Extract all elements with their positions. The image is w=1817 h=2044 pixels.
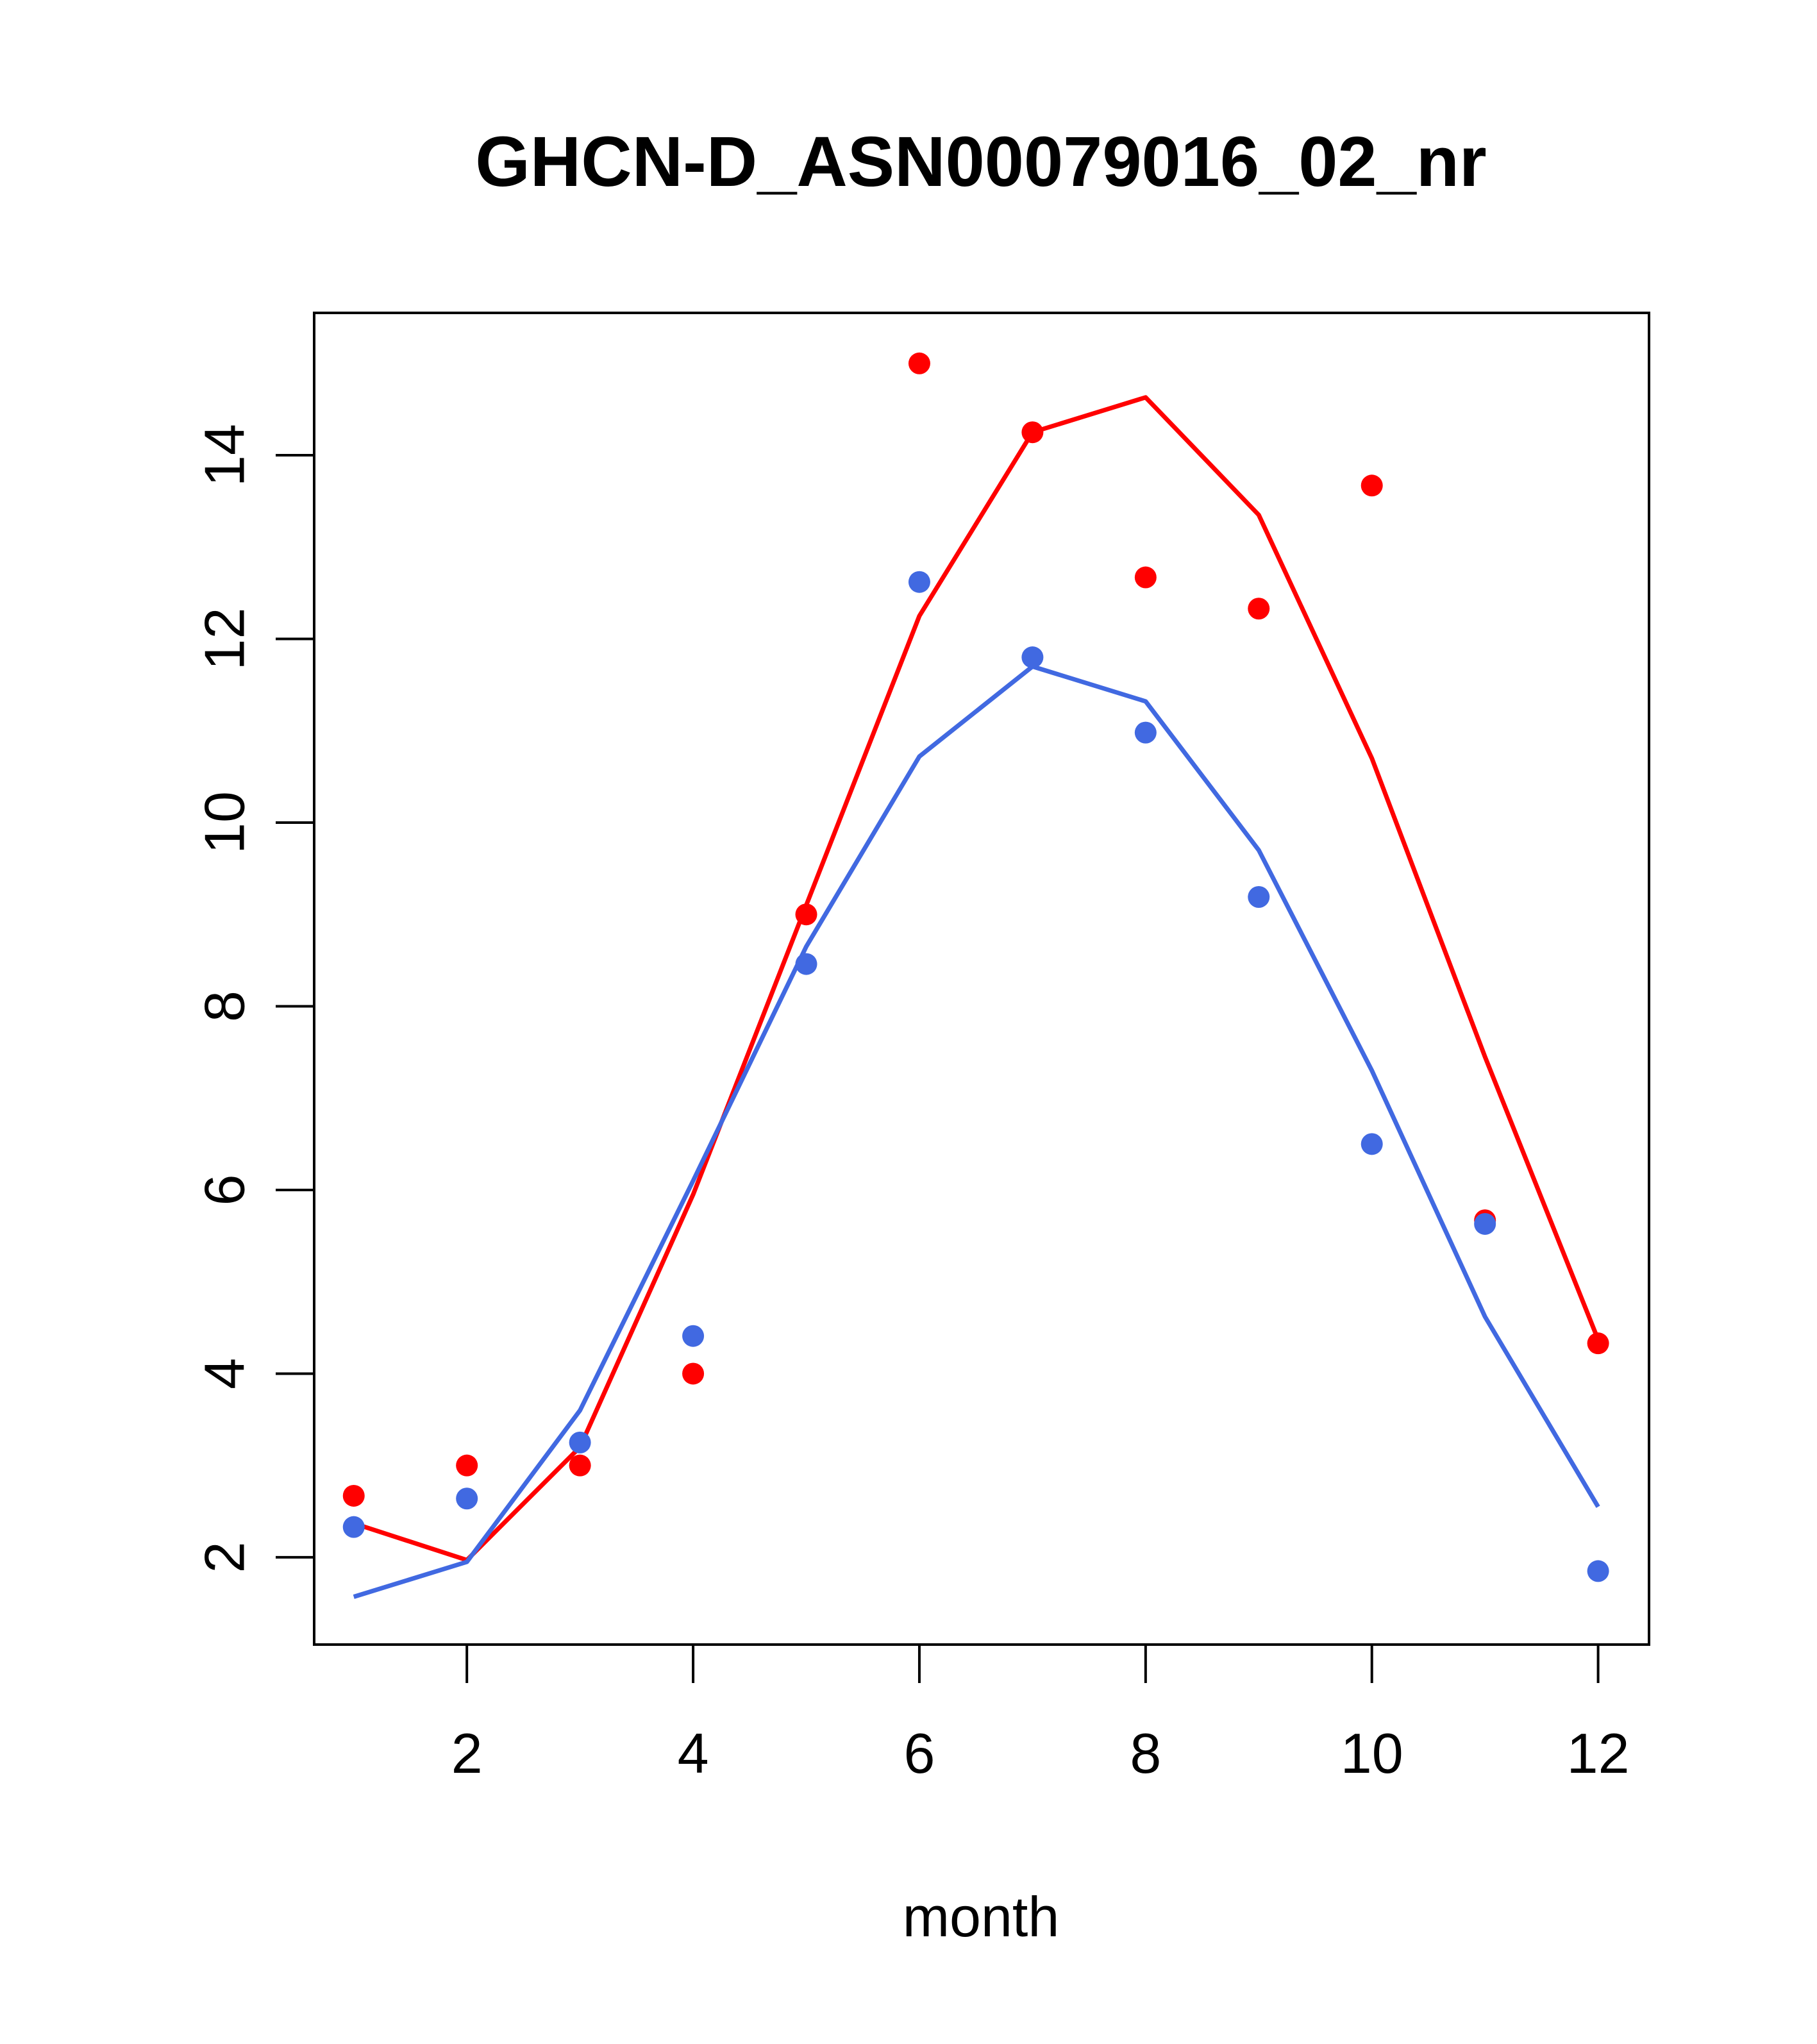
data-point <box>1587 1332 1609 1355</box>
data-point <box>1361 474 1383 497</box>
data-point <box>1361 1133 1383 1155</box>
data-point <box>569 1454 591 1477</box>
data-point <box>908 571 930 593</box>
y-tick-label: 8 <box>193 991 256 1022</box>
data-point <box>1134 721 1157 744</box>
y-tick-label: 6 <box>193 1174 256 1205</box>
x-tick-label: 12 <box>1567 1721 1630 1785</box>
data-point <box>795 903 817 926</box>
data-point <box>1021 646 1044 669</box>
x-tick-label: 2 <box>451 1721 483 1785</box>
series-2 <box>342 571 1609 1599</box>
data-point <box>1587 1560 1609 1582</box>
x-axis-label: month <box>903 1885 1060 1948</box>
y-tick-label: 2 <box>193 1541 256 1573</box>
series-line <box>353 664 1600 1599</box>
x-tick-label: 10 <box>1341 1721 1403 1785</box>
data-point <box>342 1516 365 1538</box>
x-tick-label: 8 <box>1130 1721 1161 1785</box>
data-point <box>1248 886 1270 909</box>
data-point <box>795 953 817 975</box>
series-1 <box>342 352 1609 1562</box>
data-point <box>1474 1212 1496 1235</box>
data-point <box>682 1362 705 1385</box>
y-tick-label: 10 <box>193 791 256 854</box>
y-tick-label: 14 <box>193 424 256 487</box>
data-point <box>1248 598 1270 620</box>
series-layer <box>342 352 1609 1599</box>
data-point <box>908 352 930 374</box>
data-point <box>456 1454 478 1477</box>
y-tick-label: 4 <box>193 1358 256 1389</box>
x-tick-label: 4 <box>678 1721 709 1785</box>
y-tick-label: 12 <box>193 608 256 671</box>
data-point <box>682 1325 705 1347</box>
x-tick-label: 6 <box>903 1721 935 1785</box>
data-point <box>342 1484 365 1507</box>
data-point <box>1134 566 1157 589</box>
data-point <box>456 1487 478 1510</box>
series-line <box>353 395 1600 1562</box>
x-axis: 2 4 6 8 10 12 <box>451 1643 1630 1785</box>
data-point <box>569 1431 591 1453</box>
data-point <box>1021 421 1044 444</box>
y-axis: 2 4 6 8 10 12 14 <box>193 424 315 1573</box>
chart-title: GHCN-D_ASN00079016_02_nr <box>475 122 1487 201</box>
